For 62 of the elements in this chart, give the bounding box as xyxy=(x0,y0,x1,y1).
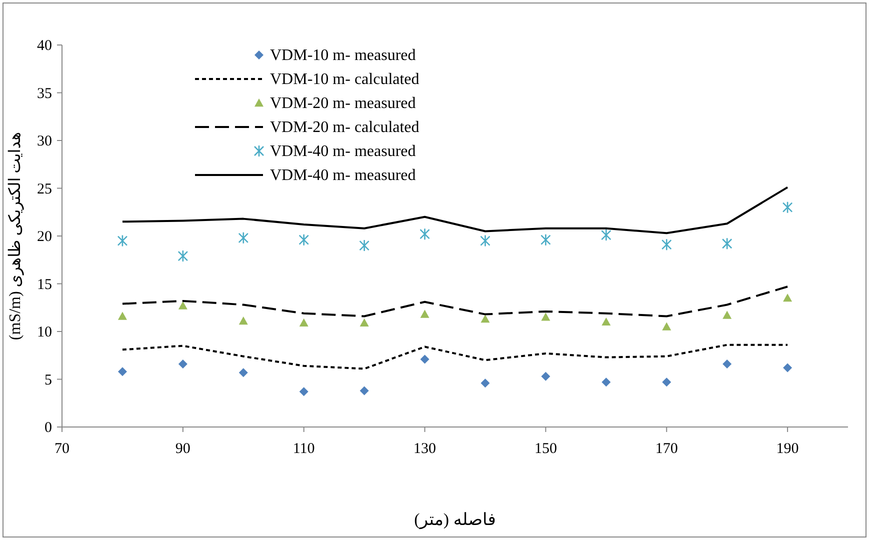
point xyxy=(480,234,490,247)
point xyxy=(540,234,551,246)
point xyxy=(541,372,550,381)
point xyxy=(299,387,308,396)
point xyxy=(420,310,430,318)
point xyxy=(480,378,490,388)
point xyxy=(118,312,127,320)
point xyxy=(299,318,308,327)
y-tick-label: 30 xyxy=(37,134,52,150)
point xyxy=(722,359,732,368)
point xyxy=(602,317,611,326)
point xyxy=(420,354,430,364)
x-tick-label: 150 xyxy=(534,441,557,457)
x-axis-title: فاصله (متر) xyxy=(414,510,496,530)
point xyxy=(661,238,672,251)
point xyxy=(298,234,309,246)
x-tick-label: 110 xyxy=(292,441,315,457)
point xyxy=(722,310,732,319)
line-series xyxy=(121,186,789,234)
point xyxy=(662,322,672,330)
point xyxy=(420,228,430,240)
point xyxy=(117,234,128,247)
y-tick-label: 10 xyxy=(37,324,52,340)
point xyxy=(359,239,370,252)
legend-label: VDM-20 m- calculated xyxy=(270,119,420,136)
point xyxy=(722,237,732,250)
point xyxy=(238,232,249,244)
legend-label: VDM-10 m- measured xyxy=(270,47,416,64)
point xyxy=(238,368,248,378)
point xyxy=(783,363,792,372)
point xyxy=(238,316,248,325)
y-tick-label: 0 xyxy=(44,420,52,436)
point xyxy=(662,378,672,387)
y-tick-label: 40 xyxy=(37,38,52,54)
point xyxy=(782,201,793,214)
y-tick-label: 25 xyxy=(37,181,52,198)
x-tick-label: 130 xyxy=(414,441,436,457)
point xyxy=(178,301,188,310)
point xyxy=(118,367,127,376)
point xyxy=(480,314,490,323)
line-series xyxy=(121,344,789,370)
point xyxy=(178,359,188,368)
x-tick-label: 70 xyxy=(54,441,70,457)
x-tick-label: 170 xyxy=(655,441,678,457)
x-tick-label: 90 xyxy=(175,441,190,457)
y-tick-label: 5 xyxy=(44,372,52,388)
y-axis-title: هدایت الکتریکی ظاهری (mS/m) xyxy=(7,132,24,340)
legend-label: VDM-20 m- measured xyxy=(270,95,416,112)
point xyxy=(178,250,188,262)
point xyxy=(360,386,369,396)
legend-label: VDM-40 m- measured xyxy=(270,143,416,160)
point xyxy=(783,294,792,302)
legend-label: VDM-40 m- measured xyxy=(270,167,416,184)
x-tick-label: 190 xyxy=(776,441,799,457)
y-tick-label: 20 xyxy=(37,229,52,245)
y-tick-label: 15 xyxy=(37,276,52,293)
y-tick-label: 35 xyxy=(37,86,52,102)
legend-label: VDM-10 m- calculated xyxy=(270,71,420,88)
point xyxy=(541,312,550,321)
point xyxy=(602,378,611,387)
point xyxy=(360,318,369,327)
point xyxy=(601,228,612,242)
